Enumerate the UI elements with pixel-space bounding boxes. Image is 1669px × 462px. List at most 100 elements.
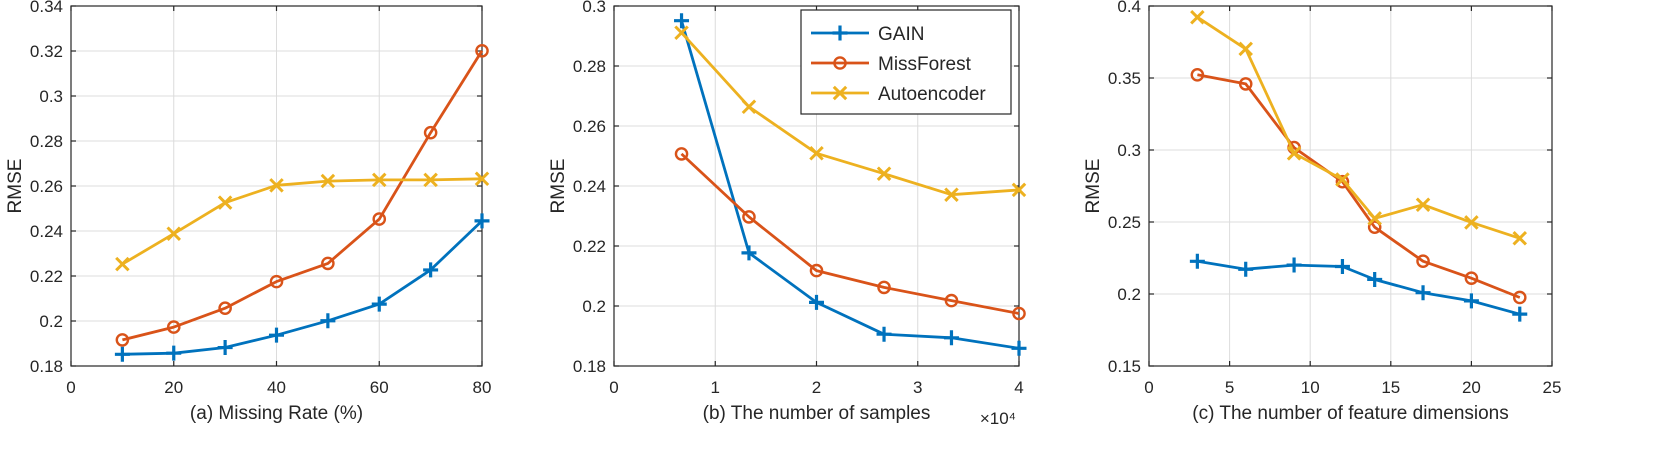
panel-b-series-missforest-point (742, 210, 756, 224)
panel-c-series-gain-point (1286, 257, 1302, 273)
panel-c-ytick-label: 0.25 (1108, 213, 1141, 232)
panel-a-series-missforest-point (115, 333, 130, 347)
panel-c-series-autoencoder-point (1335, 172, 1350, 187)
panel-a-series-autoencoder-point (269, 178, 284, 193)
panel-b-series-autoencoder-point (944, 187, 959, 202)
panel-a-series-missforest-point (166, 320, 181, 334)
panel-a: 0 20 40 60 80 0.18 0.2 0.22 0.24 0.26 0.28 0.3 0.32 0… (5, 0, 491, 424)
panel-c-series-autoencoder-point (1415, 197, 1431, 212)
panel-a-series-missforest-point (321, 256, 335, 271)
panel-b-xlabel: (b) The number of samples (703, 403, 931, 424)
legend-gain-label: GAIN (878, 24, 924, 45)
panel-a-xlabel: (a) Missing Rate (%) (190, 403, 363, 424)
panel-c-series-missforest-point (1512, 290, 1527, 305)
panel-a-series-gain-point (114, 346, 130, 362)
panel-c-series-gain-point (1334, 258, 1350, 274)
panel-b-xtick-label: 3 (913, 378, 922, 397)
panel-b-series-missforest-point (809, 263, 824, 278)
panel-a-series-gain-point (269, 327, 284, 343)
panel-a-series-gain-point (166, 345, 182, 361)
panel-b-series-gain-point (809, 294, 824, 310)
legend: GAIN MissForest Autoencoder (800, 9, 1012, 115)
panel-b-ytick-label: 0.28 (573, 57, 606, 76)
panel-c-series-autoencoder-point (1286, 146, 1302, 161)
panel-b-series-gain-point (674, 13, 690, 29)
panel-a-series-autoencoder-point (474, 171, 490, 187)
panel-c-axes-box (1148, 5, 1553, 367)
panel-b-series-missforest-point (944, 293, 959, 308)
panel-b-series-autoencoder-point (674, 25, 689, 40)
panel-a-series-autoencoder-point (166, 226, 182, 241)
panel-c-series-missforest-point (1416, 254, 1430, 268)
panel-b-series-missforest-point (1012, 306, 1026, 321)
panel-b-series-autoencoder-line (680, 31, 1020, 197)
panel-c-xtick-label: 15 (1381, 378, 1400, 397)
panel-c-series-gain-point (1367, 271, 1383, 287)
panel-b-series-missforest-point (674, 147, 689, 161)
panel-b-series-missforest-point (877, 280, 891, 295)
panel-c-series-missforest-point (1335, 174, 1350, 189)
panel-b-ylabel: RMSE (548, 159, 569, 214)
panel-b-ytick-label: 0.18 (573, 357, 606, 376)
panel-a-xtick-label: 40 (267, 378, 286, 397)
panel-c-series-gain-point (1415, 285, 1431, 301)
panel-a-ytick-label: 0.24 (30, 222, 63, 241)
panel-b-ytick-label: 0.24 (573, 177, 606, 196)
panel-a-series-gain-point (217, 340, 233, 356)
panel-b-series-missforest-line (680, 152, 1020, 315)
panel-a-series-gain-point (320, 313, 336, 329)
panel-b-series-gain-point (741, 245, 757, 261)
panel-a-series-missforest-point (218, 301, 232, 315)
legend-missforest-label: MissForest (878, 54, 972, 75)
panel-a-ytick-label: 0.26 (30, 177, 63, 196)
panel-c-xtick-label: 0 (1144, 378, 1153, 397)
panel-a-series-autoencoder-point (320, 173, 336, 189)
panel-b-ytick-label: 0.22 (573, 237, 606, 256)
panel-a-series-missforest-line (122, 50, 484, 342)
panel-c-series-missforest-point (1190, 68, 1205, 82)
panel-c-series-autoencoder-point (1464, 215, 1479, 230)
panel-b-ytick-label: 0.2 (582, 297, 606, 316)
panel-c-series-missforest-point (1464, 271, 1479, 285)
panel-a-series-autoencoder-point (371, 172, 387, 188)
panel-b-xtick-label: 1 (711, 378, 720, 397)
panel-c-series-gain-point (1189, 253, 1205, 269)
panel-b-xtick-label: 2 (812, 378, 821, 397)
panel-b-series-autoencoder-point (876, 166, 892, 181)
panel-a-ylabel: RMSE (5, 159, 26, 214)
panel-b-ytick-label: 0.26 (573, 117, 606, 136)
panel-c-series-missforest-point (1367, 220, 1382, 234)
panel-c-ytick-label: 0.15 (1108, 357, 1141, 376)
legend-gain-marker (832, 25, 848, 41)
panel-c-xtick-label: 10 (1301, 378, 1320, 397)
panel-a-series-autoencoder-point (217, 195, 233, 210)
panel-b-series-gain-point (1011, 340, 1027, 356)
panel-c-ylabel: RMSE (1083, 159, 1104, 214)
panel-b-series-autoencoder-point (809, 146, 824, 161)
panel-c-series-missforest-point (1238, 77, 1253, 91)
panel-c-series-autoencoder-point (1367, 211, 1382, 226)
panel-c-series-autoencoder-point (1190, 9, 1205, 25)
panel-c-series-autoencoder-point (1512, 231, 1528, 246)
panel-b-series-autoencoder-point (1011, 182, 1027, 198)
panel-b-series-gain-point (876, 326, 892, 342)
panel-a-series-gain-line (122, 219, 483, 356)
panel-a-xtick-label: 60 (370, 378, 389, 397)
panel-a-series-missforest-point (423, 125, 438, 140)
panel-c-xtick-label: 20 (1462, 378, 1481, 397)
panel-a-series-autoencoder-point (423, 172, 438, 188)
panel-c-series-gain-point (1238, 261, 1254, 277)
panel-c-series-gain-line (1197, 259, 1521, 316)
panel-c-ytick-label: 0.4 (1117, 0, 1141, 16)
panel-c-ytick-label: 0.2 (1117, 285, 1141, 304)
legend-missforest-marker (833, 56, 847, 70)
panel-a-ytick-label: 0.34 (30, 0, 63, 16)
panel-a-series-missforest-point (372, 212, 387, 226)
panel-b-series-autoencoder-point (741, 99, 757, 115)
panel-c-xtick-label: 5 (1225, 378, 1234, 397)
panel-a-ytick-label: 0.22 (30, 267, 63, 286)
legend-autoencoder-marker (832, 85, 848, 101)
panel-b-xtick-label: 0 (609, 378, 618, 397)
panel-a-ytick-label: 0.2 (39, 312, 63, 331)
